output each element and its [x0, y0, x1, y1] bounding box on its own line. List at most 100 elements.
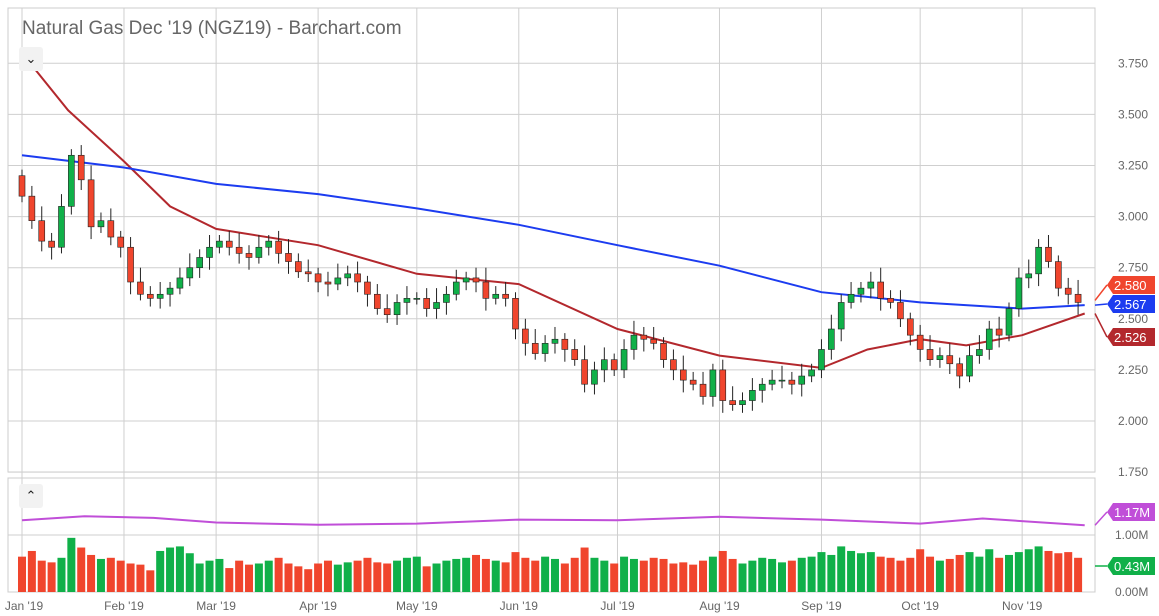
volume-bar [1014, 552, 1023, 592]
candle-body [758, 383, 766, 391]
candle-body [462, 277, 470, 283]
candle-body [887, 298, 894, 303]
price-tick-label: 2.250 [1118, 363, 1148, 377]
moving-average-long-line [21, 154, 1085, 310]
candle-body [660, 343, 667, 360]
volume-bar [945, 558, 954, 592]
volume-bar [560, 563, 569, 592]
volume-bar [215, 558, 224, 592]
volume-bar [629, 558, 638, 592]
volume-bar [284, 563, 293, 592]
candle-body [58, 206, 65, 248]
volume-bar [639, 560, 648, 592]
candle-body [857, 287, 865, 295]
candle-body [423, 298, 430, 309]
candle-body [304, 271, 312, 275]
candle-body [561, 338, 569, 350]
volume-bar [758, 557, 767, 592]
candle-body [610, 359, 618, 371]
chevron-down-icon: ⌄ [25, 51, 37, 66]
candle-body [867, 281, 875, 289]
volume-bar [126, 563, 135, 592]
volume-bar [1034, 546, 1043, 592]
volume-bar [777, 562, 786, 592]
candle-body [127, 246, 134, 283]
volume-bar [462, 557, 471, 592]
volume-bar [274, 557, 283, 592]
volume-bar [353, 560, 362, 592]
candle-body [966, 355, 973, 377]
x-tick-label: Apr '19 [299, 599, 337, 613]
candle-body [235, 246, 243, 254]
x-tick-label: Oct '19 [901, 599, 939, 613]
volume-bar [27, 550, 36, 592]
volume-bar [866, 552, 875, 592]
volume-bar [570, 557, 579, 592]
candle-body [403, 298, 411, 303]
price-tick-label: 2.000 [1118, 414, 1148, 428]
volume-bar [511, 552, 520, 592]
volume-bar [422, 566, 431, 592]
volume-bar [906, 557, 915, 592]
candle-body [225, 240, 233, 248]
candle-body [788, 379, 796, 385]
volume-bar [768, 558, 777, 592]
candle-body [1025, 273, 1033, 279]
ma-long-tag: 2.567 [1114, 297, 1147, 312]
candle-body [48, 240, 55, 248]
volume-average-tag-leader [1094, 511, 1108, 526]
collapse-volume-button[interactable]: ⌃ [19, 484, 43, 508]
volume-average-line [21, 515, 1085, 527]
volume-bar [146, 570, 155, 592]
volume-bar [827, 554, 836, 592]
candle-body [452, 281, 460, 295]
volume-bar [245, 564, 254, 592]
candle-body [383, 308, 391, 316]
volume-bar [807, 556, 816, 592]
candle-body [729, 400, 736, 405]
candle-body [551, 338, 559, 344]
volume-bar [699, 560, 708, 592]
price-tick-label: 3.000 [1118, 210, 1148, 224]
volume-bar [679, 562, 688, 592]
volume-bar [37, 560, 46, 592]
volume-bar [985, 549, 994, 592]
candle-body [176, 277, 184, 289]
candle-body [1035, 246, 1042, 275]
candle-body [601, 359, 608, 371]
last-volume-tag: 0.43M [1114, 559, 1150, 574]
candle-body [541, 343, 549, 354]
volume-bar [294, 566, 303, 592]
candle-body [255, 246, 263, 258]
volume-bar [175, 546, 184, 592]
x-tick-label: May '19 [396, 599, 438, 613]
candle-body [512, 298, 519, 330]
volume-bar [235, 560, 244, 592]
volume-bar [955, 554, 964, 592]
ma-short-tag: 2.526 [1114, 330, 1147, 345]
price-tick-label: 3.500 [1118, 107, 1148, 121]
volume-bar [926, 556, 935, 592]
candle-body [1045, 246, 1052, 262]
candle-body [828, 328, 835, 350]
collapse-price-button[interactable]: ⌄ [19, 47, 43, 71]
volume-tick-label: 1.00M [1115, 528, 1148, 542]
volume-bar [916, 549, 925, 592]
volume-bar [373, 562, 382, 592]
candle-body [630, 334, 638, 350]
candle-body [374, 293, 381, 309]
volume-bar [136, 564, 145, 592]
volume-bar [412, 556, 421, 592]
candle-body [472, 277, 480, 283]
candle-body [285, 253, 292, 262]
ma-long-tag-bg [1107, 295, 1155, 313]
candle-body [679, 369, 687, 381]
candle-body [295, 261, 302, 273]
volume-bar [314, 563, 323, 592]
candle-body [808, 369, 815, 377]
candle-body [906, 318, 914, 336]
volume-bar [452, 558, 461, 592]
volume-bar [67, 537, 76, 592]
candle-body [433, 302, 440, 309]
